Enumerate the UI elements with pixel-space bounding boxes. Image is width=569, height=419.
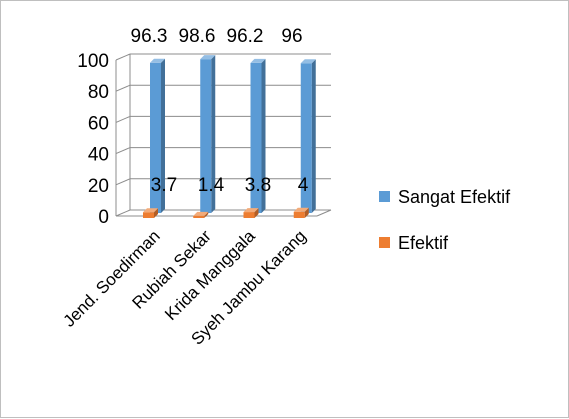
bar-side-sangat-efektif <box>161 58 165 213</box>
side-wall-line <box>115 115 131 123</box>
side-wall-line <box>115 209 131 217</box>
legend-label: Efektif <box>398 233 449 253</box>
bar-efektif <box>193 215 205 218</box>
bar-sangat-efektif <box>250 62 262 213</box>
bar-top-efektif <box>293 207 309 212</box>
floor-side-edge <box>316 209 332 217</box>
bar-side-efektif <box>254 208 259 218</box>
y-tick-label: 0 <box>98 207 109 228</box>
bar-side-sangat-efektif <box>261 58 266 213</box>
bar-top-sangat-efektif <box>300 59 316 64</box>
y-tick-label: 20 <box>88 176 109 197</box>
bar-sangat-efektif <box>150 62 161 213</box>
bar-side-efektif <box>154 208 158 218</box>
bar-sangat-efektif <box>300 63 312 213</box>
bar-efektif <box>293 211 305 218</box>
side-wall-line <box>115 53 131 61</box>
legend-swatch <box>379 191 390 202</box>
bar-side-sangat-efektif <box>211 55 216 214</box>
bar-efektif <box>143 212 154 218</box>
y-tick-label: 60 <box>88 113 109 134</box>
bar-top-efektif <box>243 208 259 213</box>
bar-side-efektif <box>304 207 309 218</box>
data-label-sangat-efektif: 96 <box>281 26 302 47</box>
bar-top-efektif <box>143 208 158 213</box>
y-tick-label: 80 <box>88 82 109 103</box>
data-label-sangat-efektif: 98.6 <box>179 26 216 47</box>
side-wall-line <box>115 147 131 155</box>
data-label-efektif: 1.4 <box>198 175 225 196</box>
bar-side-efektif <box>204 211 209 218</box>
data-label-sangat-efektif: 96.2 <box>227 26 264 47</box>
data-label-efektif: 3.7 <box>151 175 177 196</box>
data-label-efektif: 3.8 <box>245 175 271 196</box>
bar-top-sangat-efektif <box>150 58 165 63</box>
legend-label: Sangat Efektif <box>398 187 511 207</box>
side-wall-line <box>115 178 131 186</box>
data-label-sangat-efektif: 96.3 <box>131 26 168 47</box>
data-label-efektif: 4 <box>298 175 309 196</box>
bar-top-efektif <box>193 211 209 216</box>
bar-side-sangat-efektif <box>311 59 316 213</box>
legend-swatch <box>379 237 390 248</box>
y-tick-label: 40 <box>88 145 109 166</box>
bar-top-sangat-efektif <box>200 55 216 60</box>
y-tick-label: 100 <box>77 51 109 72</box>
bar-top-sangat-efektif <box>250 58 266 63</box>
bar-efektif <box>243 212 255 218</box>
bar-sangat-efektif <box>200 59 212 214</box>
side-wall-line <box>115 84 131 92</box>
